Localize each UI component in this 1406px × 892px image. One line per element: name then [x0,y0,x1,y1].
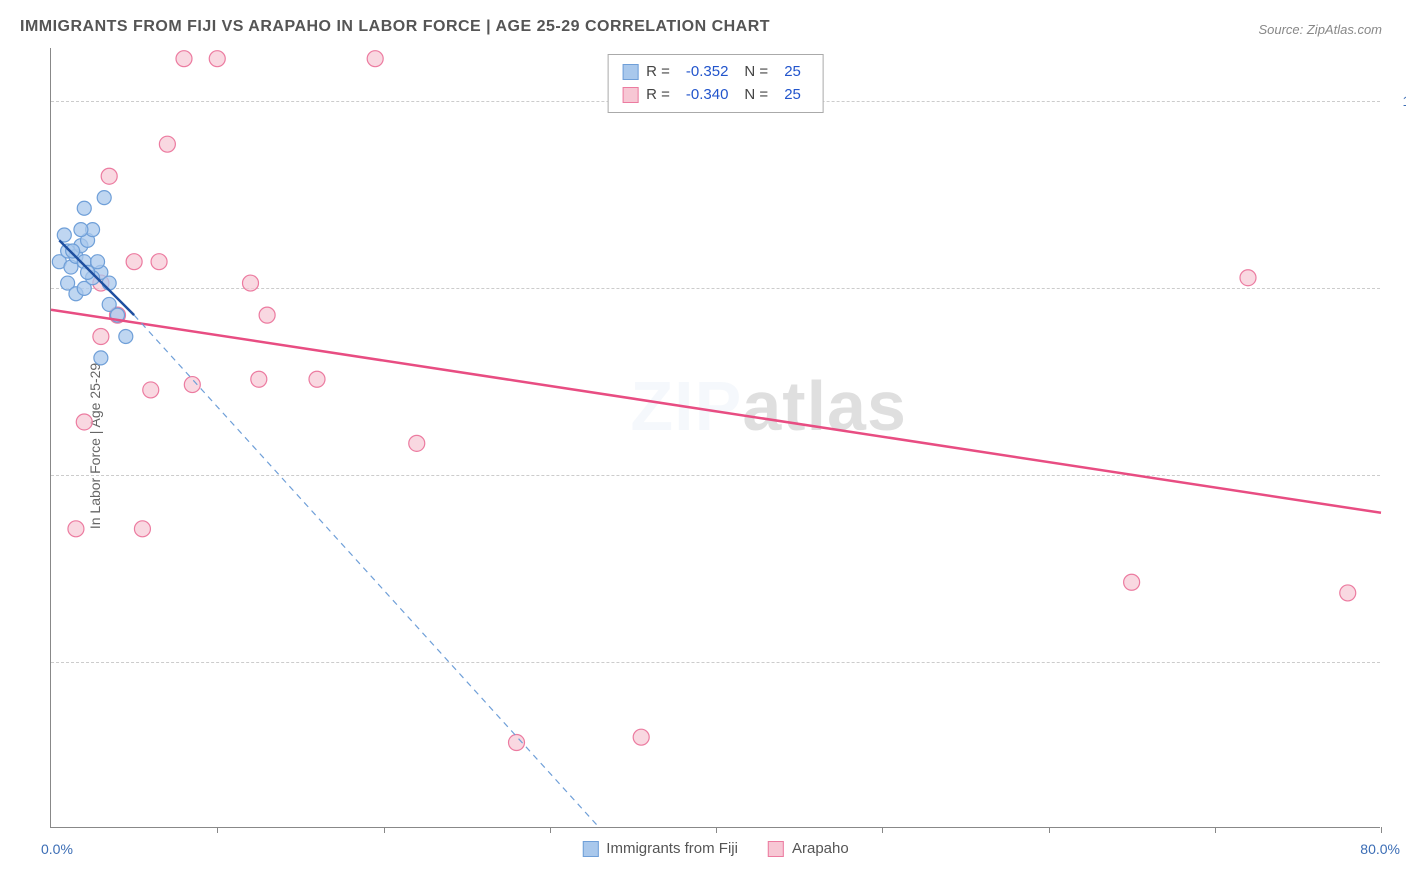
n-label: N = [744,61,768,84]
arapaho-r-value: -0.340 [686,84,729,107]
chart-container: IMMIGRANTS FROM FIJI VS ARAPAHO IN LABOR… [0,0,1406,892]
x-max-label: 80.0% [1360,841,1400,857]
stats-box: R = -0.352 N = 25 R = -0.340 N = 25 [607,54,824,113]
x-min-label: 0.0% [41,841,73,857]
legend-bottom: Immigrants from Fiji Arapaho [582,840,848,857]
stats-row-arapaho: R = -0.340 N = 25 [622,84,809,107]
swatch-arapaho [768,841,784,857]
fiji-n-value: 25 [784,61,801,84]
legend-label-arapaho: Arapaho [792,840,849,857]
legend-item-fiji: Immigrants from Fiji [582,840,738,857]
swatch-arapaho [622,87,638,103]
stats-row-fiji: R = -0.352 N = 25 [622,61,809,84]
n-label: N = [744,84,768,107]
fiji-r-value: -0.352 [686,61,729,84]
r-label: R = [646,84,670,107]
legend-item-arapaho: Arapaho [768,840,849,857]
arapaho-n-value: 25 [784,84,801,107]
plot-svg [51,48,1380,827]
plot-area: ZIPatlas 47.5%65.0%82.5%100.0% 0.0% 80.0… [50,48,1380,828]
legend-label-fiji: Immigrants from Fiji [606,840,738,857]
chart-title: IMMIGRANTS FROM FIJI VS ARAPAHO IN LABOR… [20,18,770,36]
r-label: R = [646,61,670,84]
swatch-fiji [622,64,638,80]
source-label: Source: ZipAtlas.com [1258,22,1382,37]
swatch-fiji [582,841,598,857]
